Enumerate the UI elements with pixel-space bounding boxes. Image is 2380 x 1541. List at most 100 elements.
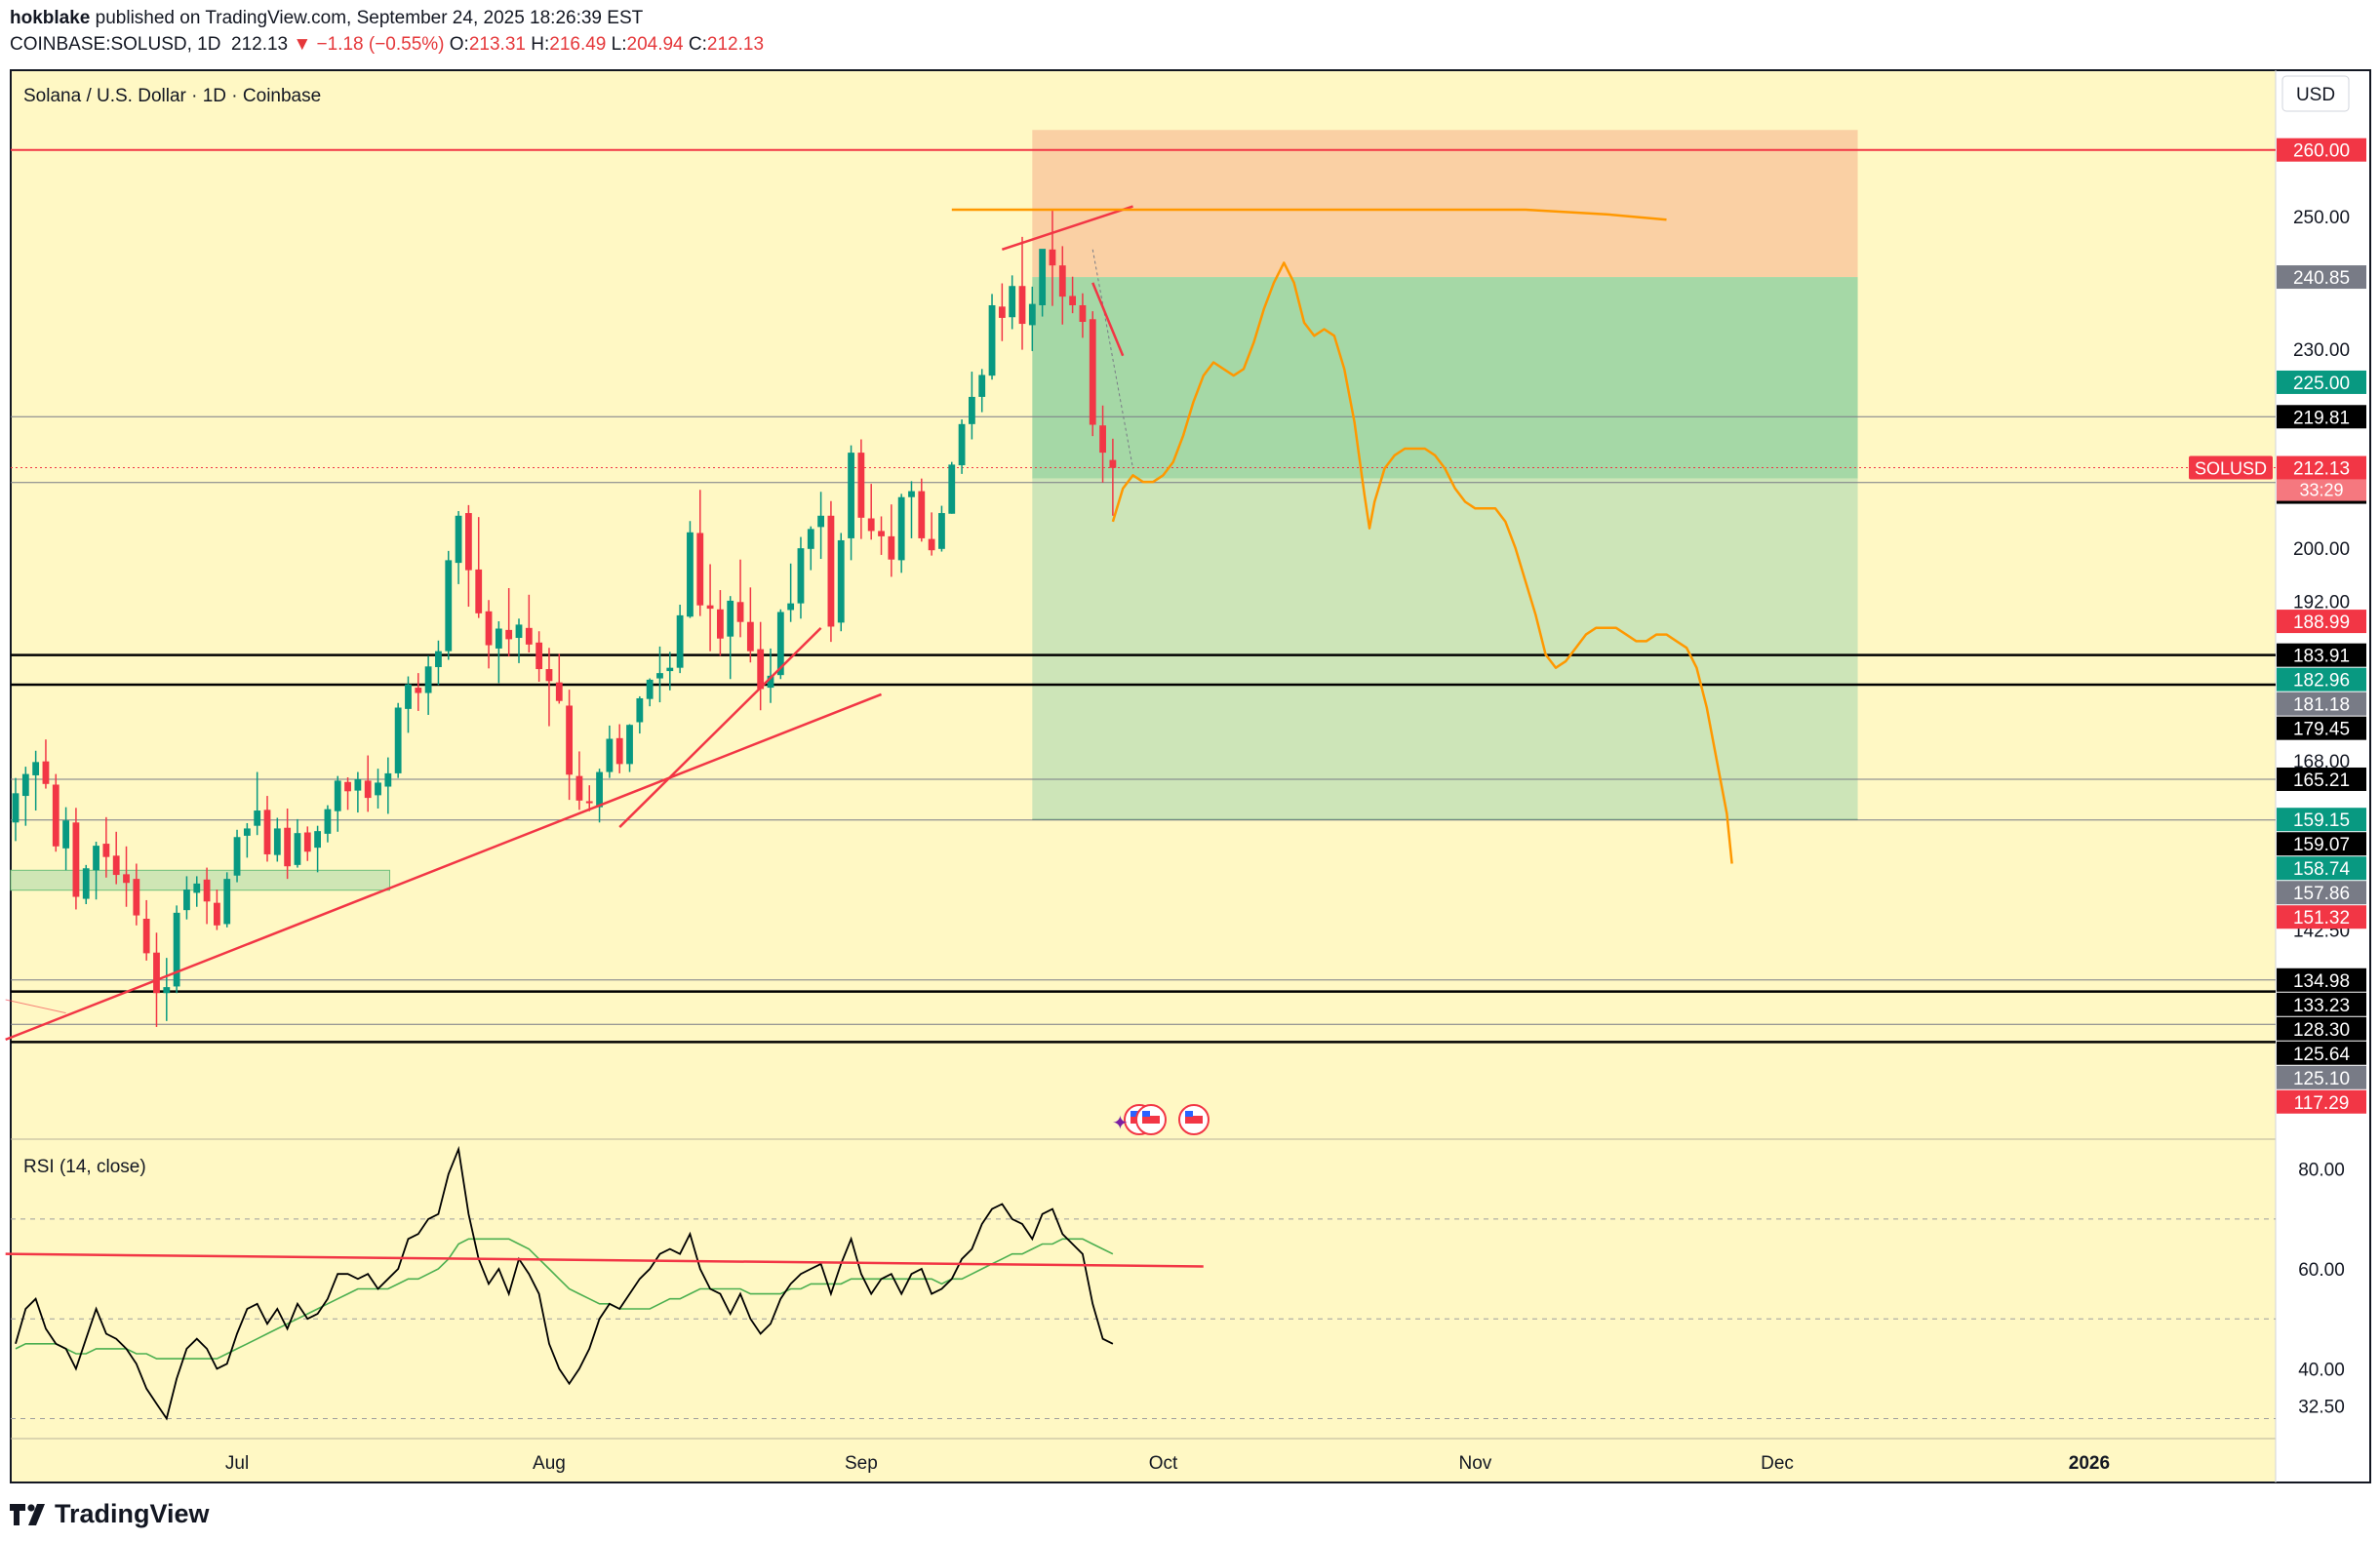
close-label: C: (688, 34, 707, 55)
time-axis-background (11, 1439, 2276, 1482)
last-price: 212.13 (231, 34, 289, 55)
candle-body (82, 868, 90, 899)
price-label: 188.99 (2293, 612, 2350, 633)
candle-body (848, 453, 854, 538)
candle-body (243, 828, 251, 836)
high-label: H: (531, 34, 550, 55)
candle-body (1109, 459, 1117, 468)
candle-body (787, 603, 795, 611)
candle-body (998, 306, 1006, 318)
candle-body (585, 801, 593, 804)
candle-body (615, 737, 623, 765)
candle-body (303, 832, 311, 852)
candle-body (133, 879, 140, 916)
candle-body (969, 396, 975, 424)
candle-body (1018, 286, 1026, 325)
x-tick-label: Jul (225, 1453, 249, 1474)
author-name[interactable]: hokblake (10, 8, 91, 28)
price-label: 117.29 (2294, 1093, 2350, 1114)
price-label: 179.45 (2293, 720, 2350, 740)
candle-body (696, 533, 704, 606)
candle-body (445, 560, 453, 652)
trendline (5, 692, 882, 1042)
candle-body (606, 738, 614, 772)
stop-loss-zone (1032, 130, 1858, 278)
price-label-badge (2277, 716, 2366, 740)
trendline (5, 999, 66, 1014)
close-value: 212.13 (706, 34, 765, 55)
price-label-badge (2277, 905, 2366, 929)
us-flag-canton (1130, 1111, 1138, 1117)
us-flag-stripe (1185, 1116, 1203, 1124)
candle-body (908, 491, 915, 497)
price-label-badge (2277, 1065, 2366, 1089)
price-label: 212.13 (2293, 459, 2350, 480)
price-label-badge (2277, 455, 2366, 480)
y-tick-label: 192.00 (2293, 593, 2350, 613)
candle-body (636, 697, 644, 723)
us-flag-canton (1142, 1111, 1150, 1117)
y-tick-label: 200.00 (2293, 539, 2350, 560)
candle-body (867, 518, 875, 532)
price-label-badge (2277, 643, 2366, 667)
candle-body (837, 539, 845, 623)
candle-body (465, 513, 472, 571)
candle-body (1039, 249, 1047, 305)
candle-body (807, 529, 814, 549)
candle-body (475, 569, 483, 613)
candle-body (656, 673, 663, 679)
price-label-badge (2277, 992, 2366, 1016)
symbol-info: COINBASE:SOLUSD, 1D 212.13 ▼ −1.18 (−0.5… (10, 34, 764, 56)
candle-body (294, 833, 301, 865)
rsi-label: RSI (14, close) (23, 1157, 146, 1177)
price-label-badge (2277, 968, 2366, 992)
projection-path (1111, 261, 1733, 864)
price-label-badge (2277, 767, 2366, 791)
symbol-badge-label: SOLUSD (2195, 459, 2267, 479)
candle-body (394, 707, 402, 773)
price-label-badge (2277, 610, 2366, 634)
price-label-badge (2277, 832, 2366, 856)
candle-body (344, 781, 351, 792)
candle-body (958, 423, 966, 466)
x-tick-label: 2026 (2069, 1453, 2110, 1474)
candle-body (746, 621, 754, 652)
candle-body (827, 515, 835, 627)
price-label: 183.91 (2293, 647, 2350, 667)
price-label-badge (2277, 138, 2366, 162)
candle-body (857, 453, 865, 518)
candle-body (988, 304, 996, 376)
candle-body (536, 642, 543, 670)
resistance-curve (951, 208, 1667, 221)
rsi-tick-label: 32.50 (2298, 1398, 2345, 1418)
candle-body (525, 627, 533, 645)
support-zone (10, 869, 391, 891)
candle-body (415, 688, 422, 693)
countdown-label: 33:29 (2299, 481, 2343, 500)
candle-body (727, 600, 734, 637)
candle-body (1089, 319, 1096, 425)
x-tick-label: Aug (533, 1453, 566, 1474)
rsi-tick-label: 60.00 (2298, 1260, 2345, 1281)
candle-body (284, 827, 292, 867)
price-label-badge (2277, 808, 2366, 832)
trendline (1091, 282, 1125, 357)
price-label-badge (2277, 265, 2366, 290)
candle-body (797, 548, 805, 604)
price-label: 158.74 (2293, 859, 2351, 880)
rsi-tick-label: 80.00 (2298, 1161, 2345, 1181)
candle-body (928, 538, 935, 551)
price-label: 182.96 (2293, 671, 2350, 691)
candle-body (263, 810, 271, 854)
rsi-line (15, 1145, 1114, 1421)
candle-body (555, 682, 563, 701)
price-label-badge (2277, 691, 2366, 716)
candle-body (1069, 296, 1076, 305)
candle-body (334, 780, 341, 811)
candle-body (163, 987, 171, 994)
y-tick-label: 168.00 (2293, 752, 2350, 772)
candle-body (455, 515, 462, 564)
candle-body (424, 666, 432, 693)
candle-body (12, 793, 20, 823)
